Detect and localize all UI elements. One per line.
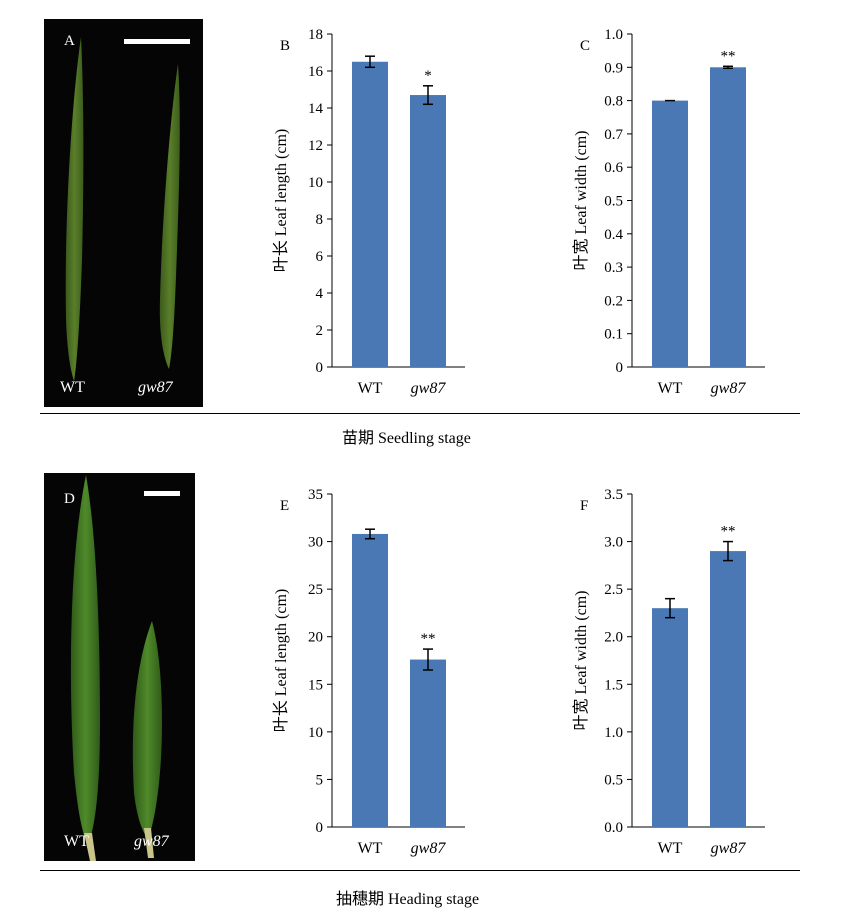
y-tick-label: 15 [308,677,323,693]
genotype-label-mutant: gw87 [138,379,173,396]
y-tick-label: 0 [616,360,624,376]
y-tick-label: 35 [308,487,323,503]
y-tick-label: 0.3 [604,260,623,276]
chart-svg: E 0 5 10 15 20 25 30 35 叶长 Leaf length (cm) WT ** gw… [272,487,465,857]
y-tick-label: 4 [316,286,324,302]
x-category-label: WT [658,840,683,857]
heading-stage-caption: 抽穗期 Heading stage [336,891,480,908]
y-tick-label: 0.9 [604,60,623,76]
y-tick-label: 10 [308,725,323,741]
significance-mark: * [424,68,432,84]
y-tick-label: 0.8 [604,94,623,110]
y-tick-label: 0.4 [604,227,623,243]
y-axis-label: 叶长 Leaf length (cm) [272,129,290,273]
bar-gw87 [710,67,746,368]
y-tick-label: 30 [308,535,323,551]
significance-mark: ** [721,524,736,540]
y-tick-label: 0.5 [604,194,623,210]
y-tick-label: 1.0 [604,725,623,741]
y-tick-label: 2 [316,323,324,339]
panel-label: F [580,498,588,514]
genotype-label-wt: WT [64,833,89,850]
panel-label: C [580,38,590,54]
y-tick-label: 3.5 [604,487,623,503]
heading-leaf-photo: D WT gw87 [44,473,195,861]
y-tick-label: 8 [316,212,324,228]
y-tick-label: 1.0 [604,27,623,43]
y-tick-label: 0 [316,820,324,836]
x-category-label: gw87 [411,380,447,397]
y-tick-label: 0.6 [604,160,623,176]
y-tick-label: 6 [316,249,324,265]
chart-b-leaf-length-seedling: B 0 2 4 6 8 10 12 14 16 18 叶长 Leaf length (cm) WT * gw… [250,20,500,410]
y-tick-label: 0.0 [604,820,623,836]
y-tick-label: 0 [316,360,324,376]
bar-wt [352,533,388,827]
x-category-label: WT [658,380,683,397]
y-axis-label: 叶宽 Leaf width (cm) [572,131,590,271]
panel-label-d: D [64,491,75,507]
y-tick-label: 16 [308,64,324,80]
y-tick-label: 0.1 [604,327,623,343]
y-axis-label: 叶长 Leaf length (cm) [272,589,290,733]
seedling-leaf-photo: A WT gw87 [44,19,203,407]
significance-mark: ** [421,631,436,647]
heading-divider [40,870,800,871]
genotype-label-wt: WT [60,379,85,396]
y-tick-label: 18 [308,27,323,43]
bar-wt [652,608,688,827]
bar-gw87 [410,659,446,827]
significance-mark: ** [721,48,736,64]
scale-bar [124,39,190,44]
chart-c-leaf-width-seedling: C 0 0.1 0.2 0.3 0.4 0.5 0.6 0.7 0.8 0.9 1.0 叶宽 Leaf … [550,20,800,410]
chart-e-leaf-length-heading: E 0 5 10 15 20 25 30 35 叶长 Leaf length (cm) WT ** gw… [250,480,500,870]
x-category-label: WT [358,380,383,397]
panel-label: B [280,38,290,54]
y-tick-label: 25 [308,582,323,598]
panel-label-a: A [64,33,75,49]
bar-gw87 [710,551,746,827]
chart-svg: C 0 0.1 0.2 0.3 0.4 0.5 0.6 0.7 0.8 0.9 1.0 叶宽 Leaf … [572,27,765,397]
heading-leaves-illustration [70,475,162,861]
bar-wt [652,100,688,367]
y-tick-label: 1.5 [604,677,623,693]
y-tick-label: 12 [308,138,323,154]
x-category-label: gw87 [411,840,447,857]
x-category-label: gw87 [711,840,747,857]
seedling-leaves-illustration [65,37,180,381]
y-tick-label: 5 [316,772,324,788]
panel-label: E [280,498,289,514]
y-axis-label: 叶宽 Leaf width (cm) [572,591,590,731]
chart-f-leaf-width-heading: F 0.0 0.5 1.0 1.5 2.0 2.5 3.0 3.5 叶宽 Leaf width (… [550,480,800,870]
scale-bar [144,491,180,496]
genotype-label-mutant: gw87 [134,833,169,850]
chart-svg: F 0.0 0.5 1.0 1.5 2.0 2.5 3.0 3.5 叶宽 Leaf width (… [572,487,765,857]
x-category-label: WT [358,840,383,857]
y-tick-label: 10 [308,175,323,191]
y-tick-label: 2.0 [604,630,623,646]
seedling-stage-caption: 苗期 Seedling stage [342,430,471,447]
bar-wt [352,61,388,367]
bar-gw87 [410,95,446,368]
chart-svg: B 0 2 4 6 8 10 12 14 16 18 叶长 Leaf length (cm) WT * gw… [272,27,465,397]
y-tick-label: 20 [308,630,323,646]
x-category-label: gw87 [711,380,747,397]
y-tick-label: 0.2 [604,293,623,309]
y-tick-label: 3.0 [604,535,623,551]
y-tick-label: 0.5 [604,772,623,788]
y-tick-label: 14 [308,101,324,117]
y-tick-label: 0.7 [604,127,623,143]
seedling-divider [40,413,800,414]
y-tick-label: 2.5 [604,582,623,598]
